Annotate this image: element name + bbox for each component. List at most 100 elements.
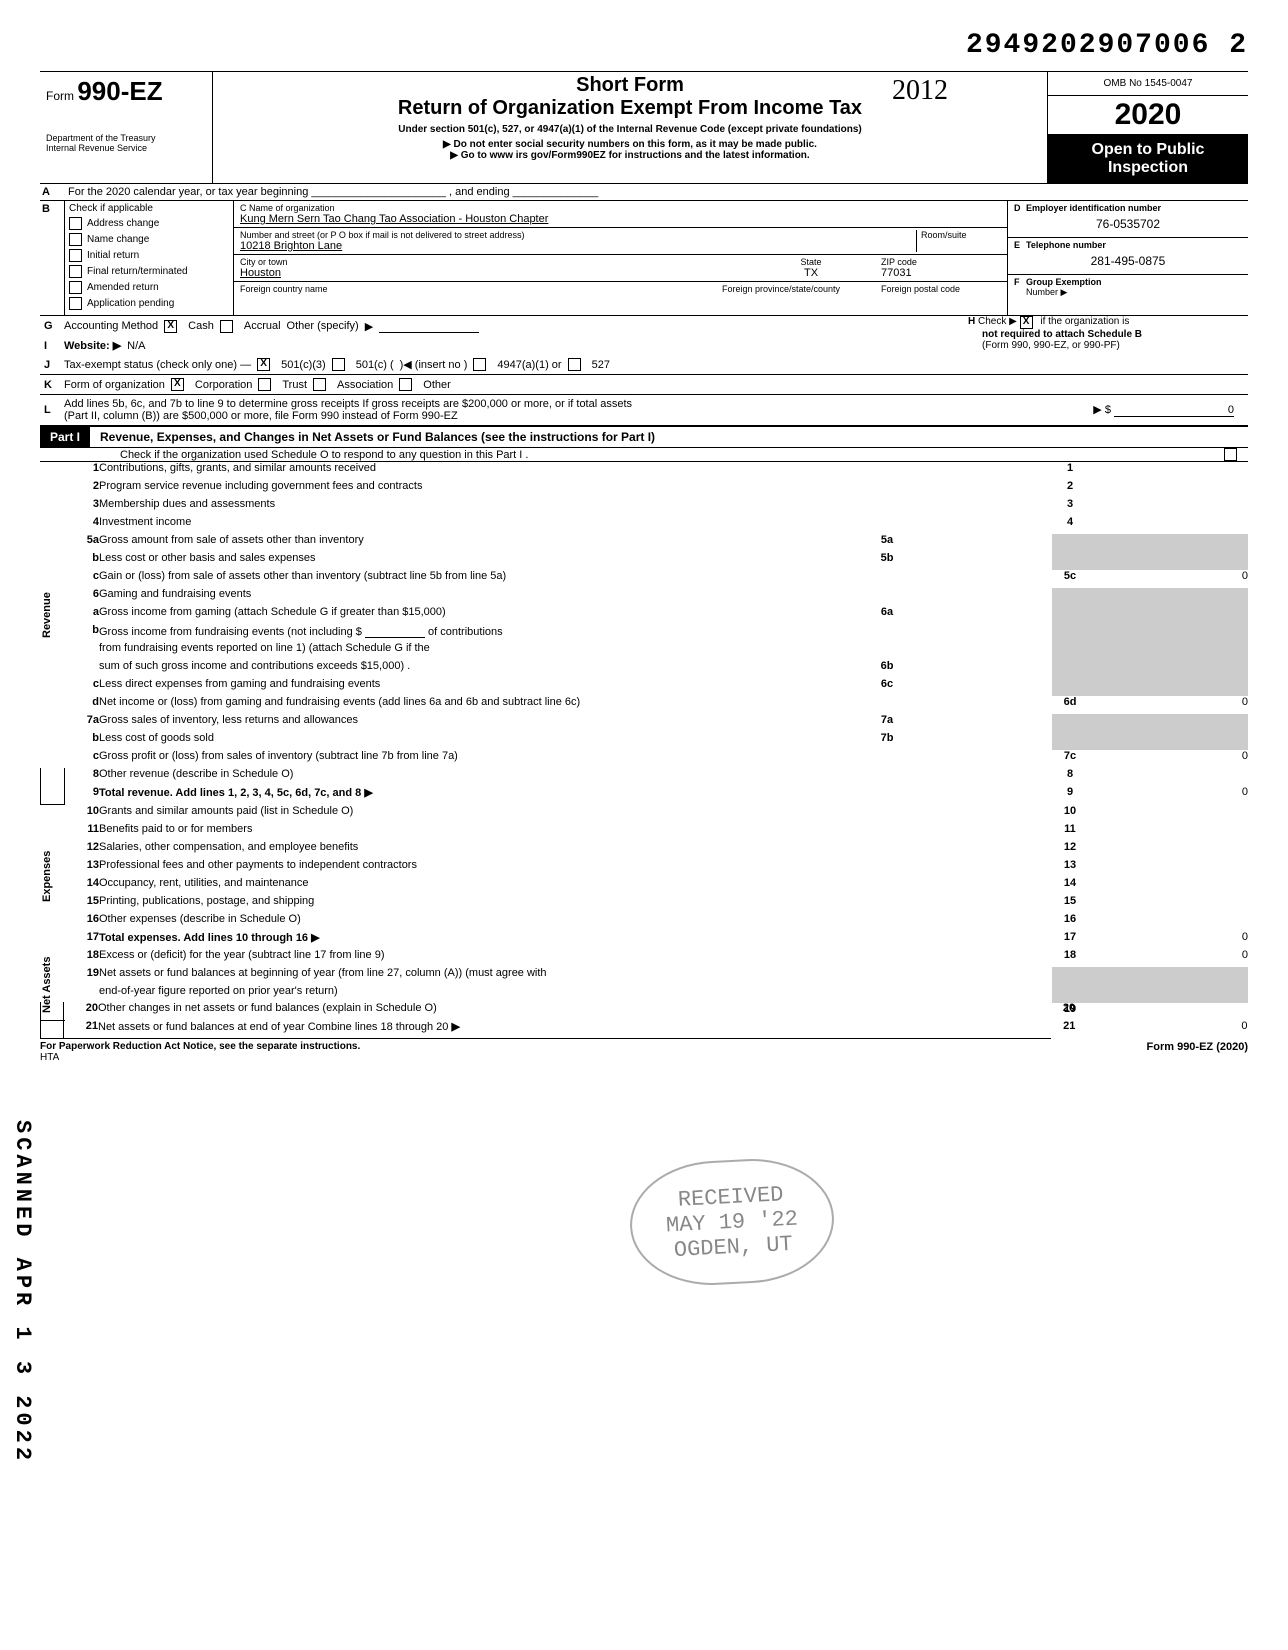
- handwritten-year: 2012: [892, 75, 948, 107]
- b-item-5: Application pending: [87, 298, 174, 309]
- g-accrual: Accrual: [244, 320, 281, 332]
- line-17: Total expenses. Add lines 10 through 16: [99, 932, 308, 944]
- main-table: Revenue 1Contributions, gifts, grants, a…: [40, 462, 1248, 1021]
- val-6d: 0: [1088, 696, 1248, 714]
- stamp-l3: OGDEN, UT: [673, 1231, 793, 1262]
- omb-no: OMB No 1545-0047: [1048, 72, 1248, 96]
- check-501c3[interactable]: [257, 358, 270, 371]
- scanned-stamp: SCANNED APR 1 3 2022: [10, 1120, 35, 1464]
- c-zip: 77031: [881, 267, 1001, 279]
- check-name-change[interactable]: [69, 233, 82, 246]
- check-schedule-o[interactable]: [1224, 448, 1237, 461]
- k-assoc: Association: [337, 379, 393, 391]
- h-line3: (Form 990, 990-EZ, or 990-PF): [968, 340, 1248, 351]
- val-18: 0: [1088, 949, 1248, 967]
- c-state: TX: [741, 267, 881, 279]
- val-5c: 0: [1088, 570, 1248, 588]
- check-527[interactable]: [568, 358, 581, 371]
- side-revenue: Revenue: [41, 462, 65, 768]
- inspect2: Inspection: [1052, 159, 1244, 177]
- b-item-2: Initial return: [87, 250, 139, 261]
- l-prefix: ▶ $: [1093, 404, 1111, 416]
- c-zip-label: ZIP code: [881, 257, 1001, 267]
- line-6c: Less direct expenses from gaming and fun…: [99, 678, 862, 696]
- check-application-pending[interactable]: [69, 297, 82, 310]
- side-expenses: Expenses: [41, 805, 65, 949]
- form-header: Form 990-EZ Department of the Treasury I…: [40, 71, 1248, 184]
- c-addr-label: Number and street (or P O box if mail is…: [240, 230, 916, 240]
- check-corp[interactable]: [171, 378, 184, 391]
- val-21: 0: [1088, 1020, 1248, 1039]
- line-5c: Gain or (loss) from sale of assets other…: [99, 570, 1052, 588]
- line-12: Salaries, other compensation, and employ…: [99, 841, 1052, 859]
- dept1: Department of the Treasury: [46, 133, 206, 143]
- line-6b3: from fundraising events reported on line…: [99, 642, 1052, 660]
- f-label: Group Exemption: [1026, 277, 1102, 287]
- c-fp-label: Foreign province/state/county: [681, 284, 881, 294]
- line-2: Program service revenue including govern…: [99, 480, 1052, 498]
- b-item-0: Address change: [87, 218, 159, 229]
- check-address-change[interactable]: [69, 217, 82, 230]
- line-21: Net assets or fund balances at end of ye…: [98, 1021, 448, 1033]
- c-city-label: City or town: [240, 257, 741, 267]
- l-line1: Add lines 5b, 6c, and 7b to line 9 to de…: [64, 398, 1034, 410]
- line-18: Excess or (deficit) for the year (subtra…: [99, 949, 1052, 967]
- h-line1: Check ▶: [978, 316, 1017, 327]
- line-13: Professional fees and other payments to …: [99, 859, 1052, 877]
- f-label2: Number ▶: [1014, 287, 1242, 298]
- c-name: Kung Mern Sern Tao Chang Tao Association…: [240, 213, 1001, 225]
- check-initial-return[interactable]: [69, 249, 82, 262]
- d-val: 76-0535702: [1014, 213, 1242, 235]
- i-label: Website: ▶: [64, 339, 121, 352]
- d-label: Employer identification number: [1026, 203, 1161, 213]
- check-assoc[interactable]: [313, 378, 326, 391]
- label-a: A: [40, 184, 64, 200]
- footer-left: For Paperwork Reduction Act Notice, see …: [40, 1041, 360, 1052]
- check-cash[interactable]: [164, 320, 177, 333]
- c-state-label: State: [741, 257, 881, 267]
- dept2: Internal Revenue Service: [46, 143, 206, 153]
- j-ins: )◀ (insert no ): [400, 358, 468, 371]
- title-goto: Go to www irs gov/Form990EZ for instruct…: [461, 150, 810, 161]
- line-10: Grants and similar amounts paid (list in…: [99, 805, 1052, 823]
- title-donot: Do not enter social security numbers on …: [454, 139, 817, 150]
- h-line1b: if the organization is: [1040, 316, 1129, 327]
- line-19a: Net assets or fund balances at beginning…: [99, 967, 1052, 985]
- h-line2: not required to attach Schedule B: [982, 329, 1142, 340]
- check-501c[interactable]: [332, 358, 345, 371]
- check-accrual[interactable]: [220, 320, 233, 333]
- c-room-label: Room/suite: [921, 230, 1001, 240]
- line-14: Occupancy, rent, utilities, and maintena…: [99, 877, 1052, 895]
- check-other[interactable]: [399, 378, 412, 391]
- line-6b1: Gross income from fundraising events (no…: [99, 626, 362, 638]
- line-7c: Gross profit or (loss) from sales of inv…: [99, 750, 1052, 768]
- val-17: 0: [1088, 931, 1248, 949]
- title-under: Under section 501(c), 527, or 4947(a)(1)…: [221, 124, 1039, 135]
- line-15: Printing, publications, postage, and shi…: [99, 895, 1052, 913]
- b-label: Check if applicable: [69, 203, 229, 214]
- line-1: Contributions, gifts, grants, and simila…: [99, 462, 1052, 480]
- j-a1: 4947(a)(1) or: [497, 359, 561, 371]
- line-5b: Less cost or other basis and sales expen…: [99, 552, 862, 570]
- footer-hta: HTA: [40, 1052, 59, 1063]
- line-6b4: sum of such gross income and contributio…: [99, 660, 862, 678]
- line-16: Other expenses (describe in Schedule O): [99, 913, 1052, 931]
- check-h[interactable]: [1020, 316, 1033, 329]
- footer-right: Form 990-EZ (2020): [1147, 1041, 1248, 1063]
- form-number: 990-EZ: [77, 76, 162, 106]
- l-line2: (Part II, column (B)) are $500,000 or mo…: [64, 410, 1034, 422]
- k-trust: Trust: [282, 379, 307, 391]
- check-trust[interactable]: [258, 378, 271, 391]
- check-final-return[interactable]: [69, 265, 82, 278]
- received-stamp: RECEIVED MAY 19 '22 OGDEN, UT: [627, 1155, 837, 1290]
- i-val: N/A: [127, 340, 145, 352]
- line-a-text: For the 2020 calendar year, or tax year …: [64, 184, 1248, 200]
- val-9: 0: [1088, 786, 1248, 805]
- line-19b: end-of-year figure reported on prior yea…: [99, 985, 1052, 1003]
- j-label: Tax-exempt status (check only one) —: [64, 359, 251, 371]
- e-val: 281-495-0875: [1014, 250, 1242, 272]
- inspect1: Open to Public: [1052, 141, 1244, 159]
- check-4947[interactable]: [473, 358, 486, 371]
- check-amended[interactable]: [69, 281, 82, 294]
- e-label: Telephone number: [1026, 240, 1106, 250]
